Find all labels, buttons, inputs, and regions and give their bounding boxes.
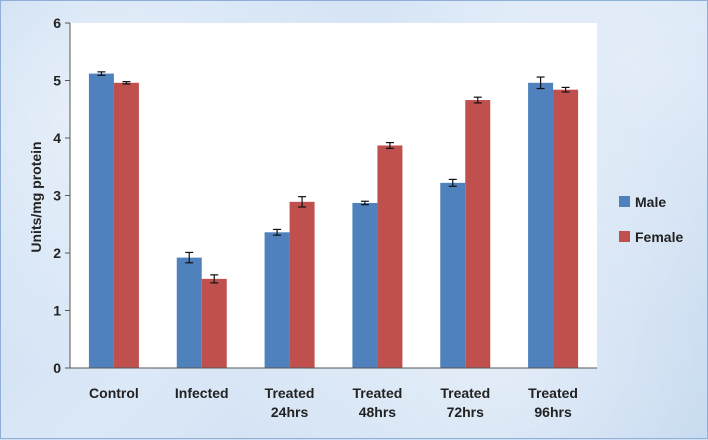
- bar-female-0: [113, 82, 139, 369]
- error-bar-female-4: [473, 96, 482, 104]
- y-ticks: 0 1 2 3 4 5 6: [53, 15, 70, 376]
- y-tick-label: 0: [53, 360, 61, 376]
- error-bar-female-3: [385, 142, 394, 149]
- y-tick-label: 6: [53, 15, 61, 31]
- error-bar-male-3: [360, 200, 369, 206]
- bar-female-3: [377, 145, 403, 368]
- error-bar-male-4: [448, 178, 457, 187]
- legend-label-male: Male: [635, 194, 666, 210]
- bar-male-1: [176, 257, 202, 368]
- bar-female-4: [465, 100, 491, 369]
- y-tick-label: 1: [53, 303, 61, 319]
- x-category-labels: Control Infected Treated 24hrs Treated 48hrs T…: [89, 385, 578, 420]
- y-tick-label: 2: [53, 245, 61, 261]
- bar-female-1: [201, 278, 227, 368]
- bar-male-5: [528, 82, 554, 369]
- bar-male-4: [440, 182, 466, 368]
- error-bar-male-0: [97, 71, 106, 76]
- error-bar-female-0: [122, 81, 131, 85]
- bar-female-2: [289, 201, 315, 368]
- y-tick-label: 4: [53, 130, 61, 146]
- y-axis-title: Units/mg protein: [28, 141, 44, 252]
- legend-label-female: Female: [635, 229, 683, 245]
- error-bar-female-1: [210, 274, 219, 284]
- legend-swatch-female: [619, 231, 630, 242]
- errorbars-layer: [97, 71, 570, 284]
- bar-male-2: [264, 232, 290, 368]
- bar-female-5: [553, 89, 579, 368]
- y-tick-label: 3: [53, 188, 61, 204]
- y-tick-label: 5: [53, 73, 61, 89]
- error-bar-male-1: [185, 251, 194, 264]
- error-bar-male-2: [273, 228, 282, 236]
- plot-area: [70, 23, 597, 368]
- x-category-label: Control: [89, 385, 139, 401]
- x-category-label: Treated 24hrs: [265, 385, 315, 420]
- bar-male-0: [88, 73, 114, 368]
- error-bar-female-5: [561, 86, 570, 93]
- legend: Male Female: [619, 194, 683, 245]
- error-bar-male-5: [536, 76, 545, 90]
- x-category-label: Infected: [175, 385, 229, 401]
- legend-swatch-male: [619, 196, 630, 207]
- x-category-label: Treated 96hrs: [528, 385, 578, 420]
- x-category-label: Treated 48hrs: [353, 385, 403, 420]
- x-category-label: Treated 72hrs: [440, 385, 490, 420]
- bars-layer: [88, 73, 579, 369]
- error-bar-female-2: [298, 196, 307, 208]
- bar-male-3: [352, 202, 378, 368]
